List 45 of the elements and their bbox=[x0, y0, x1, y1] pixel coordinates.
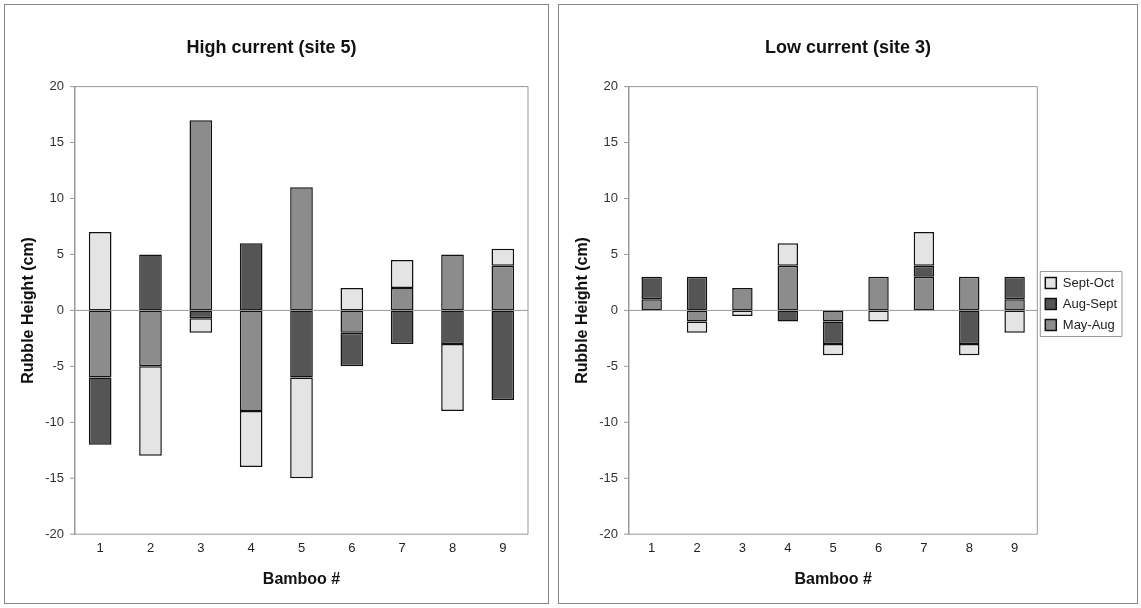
y-tick-label: -5 bbox=[52, 357, 64, 373]
y-tick-label: 15 bbox=[603, 134, 618, 150]
y-tick-label: 20 bbox=[49, 78, 64, 94]
y-tick-label: 0 bbox=[610, 301, 618, 317]
x-tick-label: 5 bbox=[829, 539, 837, 555]
y-tick-label: 0 bbox=[56, 301, 64, 317]
x-tick-label: 4 bbox=[247, 539, 255, 555]
legend-label: Aug-Sept bbox=[1062, 295, 1118, 311]
x-tick-label: 7 bbox=[920, 539, 928, 555]
x-axis-title: Bamboo # bbox=[794, 569, 872, 587]
x-tick-label: 2 bbox=[146, 539, 155, 555]
y-tick-label: -15 bbox=[45, 469, 64, 485]
y-axis-title: Rubble Height (cm) bbox=[19, 237, 37, 384]
y-tick-label: -20 bbox=[599, 525, 618, 541]
x-tick-label: 1 bbox=[96, 539, 104, 555]
x-tick-label: 3 bbox=[197, 539, 205, 555]
y-tick-label: 5 bbox=[56, 246, 64, 262]
y-tick-label: 15 bbox=[49, 134, 64, 150]
y-tick-label: -5 bbox=[606, 357, 618, 373]
x-tick-label: 2 bbox=[693, 539, 701, 555]
x-tick-label: 3 bbox=[738, 539, 747, 555]
y-tick-label: 20 bbox=[603, 78, 618, 94]
chart-title: Low current (site 3) bbox=[764, 36, 932, 57]
x-tick-label: 9 bbox=[1011, 539, 1019, 555]
y-axis-title: Rubble Height (cm) bbox=[573, 237, 591, 384]
x-tick-label: 7 bbox=[398, 539, 406, 555]
x-tick-label: 9 bbox=[499, 539, 507, 555]
chart-title: High current (site 5) bbox=[186, 36, 357, 57]
y-tick-label: -10 bbox=[45, 413, 64, 429]
y-tick-label: -10 bbox=[599, 413, 618, 429]
y-tick-label: 10 bbox=[603, 190, 618, 206]
y-tick-label: -15 bbox=[599, 469, 618, 485]
legend-label: May-Aug bbox=[1062, 316, 1115, 332]
x-tick-label: 1 bbox=[648, 539, 656, 555]
x-tick-label: 8 bbox=[448, 539, 457, 555]
legend-label: Sept-Oct bbox=[1062, 274, 1115, 290]
x-tick-label: 5 bbox=[297, 539, 306, 555]
x-tick-label: 8 bbox=[965, 539, 973, 555]
y-tick-label: 10 bbox=[49, 190, 64, 206]
y-tick-label: 5 bbox=[610, 246, 618, 262]
x-tick-label: 6 bbox=[874, 539, 883, 555]
x-axis-title: Bamboo # bbox=[262, 569, 341, 587]
x-tick-label: 4 bbox=[784, 539, 792, 555]
y-tick-label: -20 bbox=[45, 525, 64, 541]
x-tick-label: 6 bbox=[348, 539, 356, 555]
